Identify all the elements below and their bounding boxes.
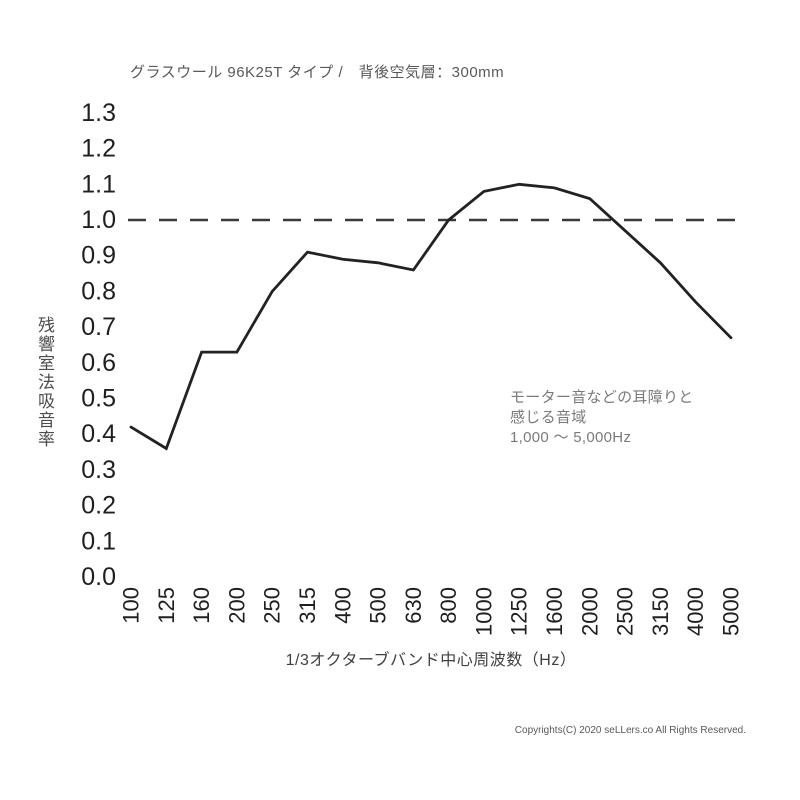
- y-tick-label: 0.0: [81, 563, 116, 591]
- y-tick-label: 0.1: [81, 527, 116, 555]
- x-tick-label: 800: [436, 587, 461, 624]
- x-axis-title: 1/3オクターブバンド中心周波数（Hz）: [285, 652, 577, 669]
- y-tick-label: 1.3: [81, 99, 116, 127]
- annotation-line-1: モーター音などの耳障りと: [510, 389, 694, 406]
- x-tick-label: 125: [154, 587, 179, 624]
- y-tick-label: 1.0: [81, 206, 116, 234]
- y-tick-label: 0.7: [81, 313, 116, 341]
- x-tick-label: 5000: [719, 587, 744, 636]
- y-axis-title: 残響室法吸音率: [35, 316, 54, 449]
- x-tick-label: 400: [330, 587, 355, 624]
- annotation-line-2: 感じる音域: [510, 409, 587, 426]
- x-tick-label: 3150: [648, 587, 673, 636]
- x-tick-label: 4000: [683, 587, 708, 636]
- x-tick-label: 1250: [507, 587, 532, 636]
- x-tick-label: 500: [366, 587, 391, 624]
- x-tick-label: 2500: [613, 587, 638, 636]
- absorption-curve: [129, 182, 733, 451]
- x-tick-label: 160: [189, 587, 214, 624]
- chart-title: グラスウール 96K25T タイプ / 背後空気層：300mm: [130, 64, 505, 81]
- x-tick-label: 2000: [577, 587, 602, 636]
- x-tick-label: 200: [224, 587, 249, 624]
- y-tick-label: 0.4: [81, 420, 116, 448]
- y-tick-label: 0.3: [81, 456, 116, 484]
- y-tick-label: 0.6: [81, 349, 116, 377]
- copyright-text: Copyrights(C) 2020 seLLers.co All Rights…: [514, 725, 746, 736]
- x-tick-label: 1600: [542, 587, 567, 636]
- y-tick-label: 0.9: [81, 242, 116, 270]
- x-tick-label: 315: [295, 587, 320, 624]
- x-tick-label: 100: [119, 587, 144, 624]
- y-tick-label: 1.1: [81, 170, 116, 198]
- y-tick-label: 0.2: [81, 492, 116, 520]
- y-tick-label: 1.2: [81, 135, 116, 163]
- y-tick-label: 0.5: [81, 385, 116, 413]
- x-tick-label: 250: [260, 587, 285, 624]
- annotation-note: モーター音などの耳障りと 感じる音域 1,000 ～ 5,000Hz: [510, 388, 694, 448]
- annotation-line-3: 1,000 ～ 5,000Hz: [510, 429, 632, 446]
- x-tick-label: 630: [401, 587, 426, 624]
- y-tick-label: 0.8: [81, 277, 116, 305]
- x-tick-label: 1000: [471, 587, 496, 636]
